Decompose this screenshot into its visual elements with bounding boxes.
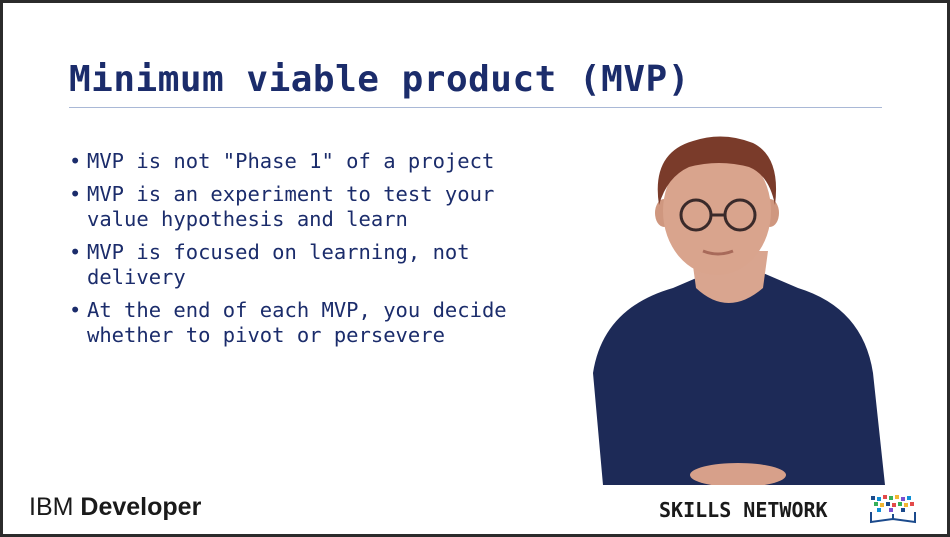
bullet-line: delivery: [87, 265, 186, 289]
bullet-item: • MVP is an experiment to test your valu…: [69, 182, 609, 232]
bullet-line: At the end of each MVP, you decide: [87, 298, 507, 322]
skills-network-logo-icon: [870, 495, 916, 524]
bullet-item: • At the end of each MVP, you decide whe…: [69, 298, 609, 348]
title-divider: [69, 107, 882, 108]
bullet-dot-icon: •: [69, 298, 82, 322]
bullet-dot-icon: •: [69, 240, 82, 264]
bullet-dot-icon: •: [69, 149, 82, 173]
bullet-line: MVP is an experiment to test your: [87, 182, 495, 206]
ibm-developer-logo: IBM Developer: [29, 493, 201, 522]
presenter-hair: [657, 136, 777, 205]
skills-network-label: SKILLS NETWORK: [659, 498, 828, 522]
presenter-face: [663, 147, 771, 275]
bullet-line: value hypothesis and learn: [87, 207, 408, 231]
bullet-line: MVP is focused on learning, not: [87, 240, 470, 264]
bullet-line: whether to pivot or persevere: [87, 323, 445, 347]
presenter-hands: [690, 463, 786, 485]
slide-frame: Minimum viable product (MVP) • MVP is no…: [3, 3, 947, 534]
presenter-shirt: [593, 273, 885, 485]
brand-prefix: IBM: [29, 493, 74, 521]
slide-title: Minimum viable product (MVP): [69, 59, 690, 100]
presenter-video: [593, 136, 885, 485]
brand-name: Developer: [80, 493, 202, 521]
bullet-item: • MVP is focused on learning, not delive…: [69, 240, 609, 290]
bullet-list: • MVP is not "Phase 1" of a project • MV…: [69, 149, 609, 356]
bullet-line: MVP is not "Phase 1" of a project: [87, 149, 495, 173]
bullet-dot-icon: •: [69, 182, 82, 206]
bullet-item: • MVP is not "Phase 1" of a project: [69, 149, 609, 174]
